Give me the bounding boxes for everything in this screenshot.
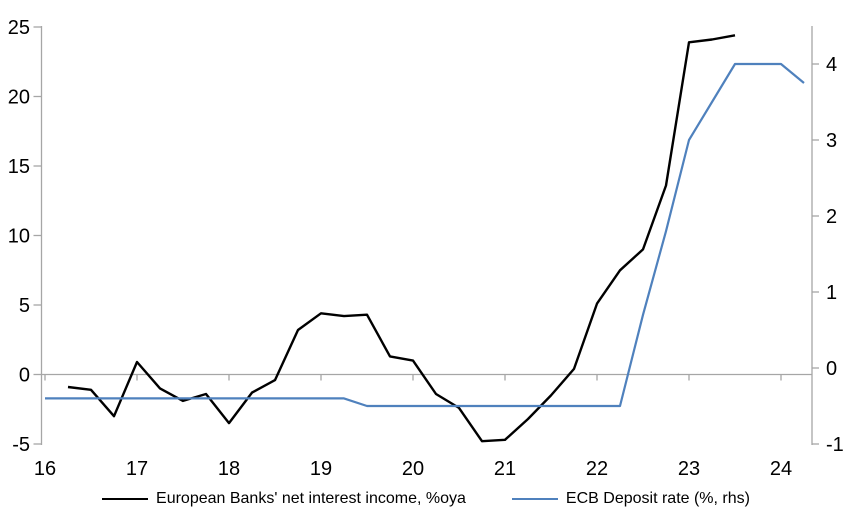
legend-label-ecb-deposit-rate: ECB Deposit rate (%, rhs) (565, 490, 750, 507)
x-axis-tick-label: 20 (402, 458, 424, 480)
x-axis-tick-label: 21 (494, 458, 516, 480)
left-axis-tick-label: 5 (19, 295, 30, 317)
x-axis-tick-label: 22 (586, 458, 608, 480)
legend-label-net-interest-income: European Banks' net interest income, %oy… (156, 490, 466, 507)
x-axis-tick-label: 16 (34, 458, 56, 480)
left-axis-tick-label: 25 (8, 17, 30, 39)
right-axis-tick-label: 1 (826, 282, 837, 304)
series-line-ecb-deposit-rate (45, 62, 805, 408)
right-axis-tick-label: -1 (826, 434, 844, 456)
right-axis-tick-label: 3 (826, 130, 837, 152)
legend-item-ecb-deposit-rate: ECB Deposit rate (%, rhs) (511, 490, 750, 508)
x-axis-tick-label: 24 (770, 458, 792, 480)
left-axis-tick-label: 15 (8, 156, 30, 178)
legend-item-net-interest-income: European Banks' net interest income, %oy… (102, 490, 466, 508)
right-axis-tick-label: 0 (826, 358, 837, 380)
blue-line-swatch (511, 497, 558, 501)
series-line-net-interest-income (67, 34, 736, 443)
left-axis-tick-label: 10 (8, 226, 30, 248)
right-axis-tick-label: 4 (826, 54, 837, 76)
x-axis-tick-label: 23 (678, 458, 700, 480)
legend: European Banks' net interest income, %oy… (0, 490, 852, 508)
x-axis-tick-label: 17 (126, 458, 148, 480)
left-axis-tick-label: 20 (8, 87, 30, 109)
x-axis-tick-label: 18 (218, 458, 240, 480)
left-axis-tick-label: 0 (19, 365, 30, 387)
x-axis-tick-label: 19 (310, 458, 332, 480)
black-line-swatch (102, 497, 149, 501)
left-axis-tick-label: -5 (12, 434, 30, 456)
right-axis-tick-label: 2 (826, 206, 837, 228)
